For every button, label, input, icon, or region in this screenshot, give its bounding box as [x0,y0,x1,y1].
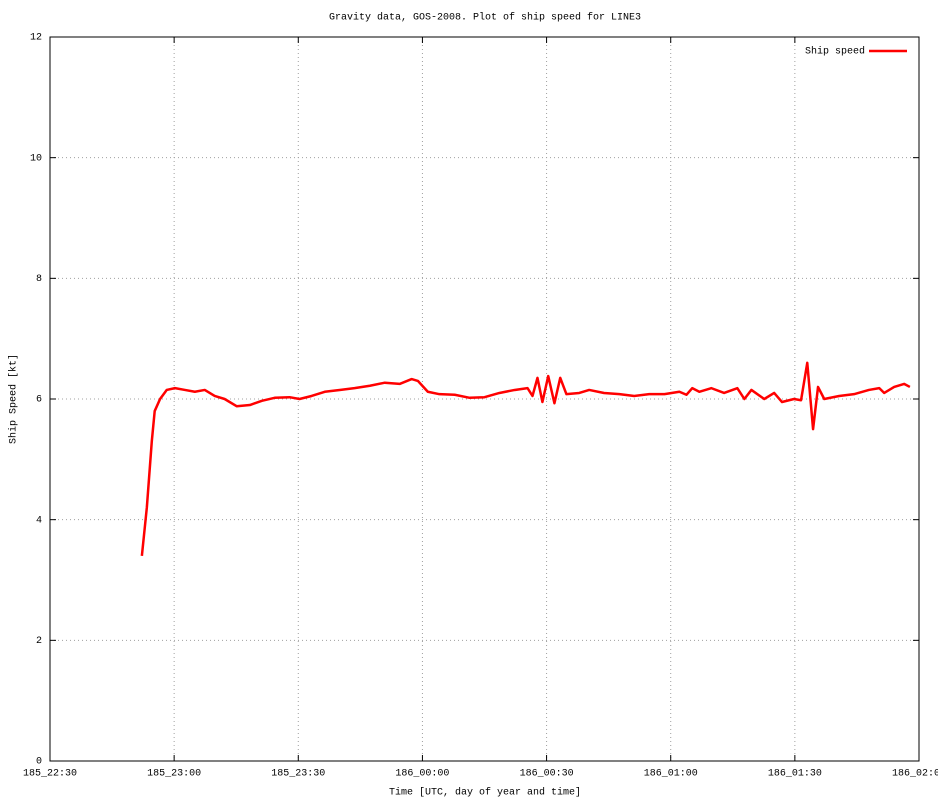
x-tick-label: 186_01:00 [644,769,698,780]
y-tick-label: 0 [36,757,42,768]
y-tick-label: 12 [30,33,42,44]
chart-title: Gravity data, GOS-2008. Plot of ship spe… [329,12,641,24]
legend-label: Ship speed [805,46,865,58]
y-tick-label: 2 [36,636,42,647]
plot-frame [49,36,920,762]
y-tick-label: 10 [30,153,42,164]
x-tick-label: 186_00:00 [395,769,449,780]
y-axis-label: Ship Speed [kt] [8,354,20,444]
data-line [140,361,911,556]
y-tick-label: 4 [36,515,42,526]
x-tick-label: 185_22:30 [23,769,77,780]
y-tick-label: 6 [36,395,42,406]
x-tick-label: 185_23:30 [271,769,325,780]
y-tick-label: 8 [36,274,42,285]
x-tick-label: 186_02:00 [892,769,938,780]
x-tick-label: 185_23:00 [147,769,201,780]
x-tick-label: 186_00:30 [520,769,574,780]
x-tick-label: 186_01:30 [768,769,822,780]
x-axis-label: Time [UTC, day of year and time] [389,787,581,799]
